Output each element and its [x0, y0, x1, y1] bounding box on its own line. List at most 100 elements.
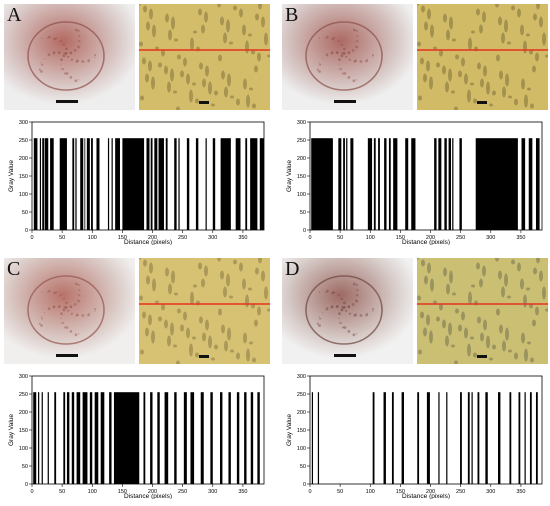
x-axis-label: Distance (pixels) — [402, 493, 450, 499]
gray-value-profile-chart: 0 50 100 150 200 250 300 0 50 100 150 200 250 300 350 D… — [282, 370, 548, 500]
panel-letter: D — [285, 258, 300, 280]
profile-segment — [47, 392, 49, 484]
scale-bar — [56, 100, 78, 103]
profile-segment — [150, 138, 153, 230]
y-tick-label: 300 — [19, 120, 28, 126]
panel-b: B 0 50 100 150 200 250 300 0 50 100 150 200 250 300 350… — [282, 4, 548, 246]
x-tick-label: 250 — [456, 489, 465, 495]
profile-segment — [372, 392, 375, 484]
profile-segment — [529, 392, 532, 484]
profile-segment — [76, 392, 81, 484]
gray-value-profile-chart: 0 50 100 150 200 250 300 0 50 100 150 200 250 300 350 D… — [4, 370, 270, 500]
profile-segment — [178, 138, 180, 230]
y-tick-label: 150 — [297, 174, 306, 180]
profile-segment — [75, 138, 77, 230]
y-axis-label: Gray Value — [8, 160, 15, 192]
x-tick-label: 0 — [308, 235, 311, 241]
scale-bar — [334, 354, 356, 357]
profile-segment — [311, 138, 333, 230]
profile-segment — [190, 392, 195, 484]
x-tick-label: 50 — [59, 235, 65, 241]
porous-section-photo — [417, 4, 548, 110]
profile-segment — [107, 138, 110, 230]
y-tick-label: 150 — [19, 428, 28, 434]
y-tick-label: 0 — [25, 228, 28, 234]
profile-segment — [383, 392, 386, 484]
profile-segment — [535, 392, 538, 484]
x-tick-label: 200 — [426, 235, 435, 241]
y-tick-label: 0 — [303, 482, 306, 488]
profile-segment — [174, 138, 177, 230]
profile-segment — [235, 138, 241, 230]
profile-segment — [518, 392, 521, 484]
profile-segment — [467, 392, 470, 484]
scale-bar — [477, 355, 487, 358]
x-tick-label: 0 — [308, 489, 311, 495]
profile-segment — [471, 392, 473, 484]
y-tick-label: 200 — [19, 410, 28, 416]
x-axis-label: Distance (pixels) — [124, 239, 172, 245]
scale-bar — [334, 100, 356, 103]
profile-segment — [59, 138, 67, 230]
scale-bar — [477, 101, 487, 104]
profile-segment — [250, 392, 254, 484]
profile-segment — [498, 392, 501, 484]
y-tick-label: 300 — [297, 374, 306, 380]
profile-segment — [426, 392, 430, 484]
profile-segment — [50, 138, 54, 230]
y-tick-label: 100 — [297, 192, 306, 198]
profile-segment — [63, 392, 66, 484]
profile-segment — [311, 392, 314, 484]
profile-segment — [89, 392, 93, 484]
profile-segment — [438, 138, 442, 230]
profile-segment — [521, 138, 526, 230]
profile-segment — [250, 138, 258, 230]
profile-segment — [477, 392, 480, 484]
x-tick-label: 300 — [486, 489, 495, 495]
profile-segment — [71, 392, 75, 484]
profile-segment — [417, 392, 420, 484]
profile-segment — [535, 138, 540, 230]
y-tick-label: 0 — [303, 228, 306, 234]
y-tick-label: 50 — [300, 464, 306, 470]
profile-segment — [91, 138, 93, 230]
profile-segment — [150, 392, 153, 484]
profile-segment — [444, 138, 447, 230]
profile-segment — [346, 138, 348, 230]
x-tick-label: 0 — [30, 489, 33, 495]
x-tick-label: 150 — [396, 489, 405, 495]
profile-segment — [66, 392, 70, 484]
profile-segment — [401, 392, 404, 484]
profile-segment — [186, 138, 190, 230]
crater-photo — [282, 4, 413, 110]
profile-segment — [42, 138, 45, 230]
x-tick-label: 300 — [486, 235, 495, 241]
gray-value-profile-chart: 0 50 100 150 200 250 300 0 50 100 150 200 250 300 350 D… — [4, 116, 270, 246]
y-tick-label: 100 — [19, 446, 28, 452]
panel-letter: C — [7, 258, 21, 280]
y-tick-label: 200 — [297, 410, 306, 416]
y-tick-label: 100 — [297, 446, 306, 452]
y-tick-label: 50 — [300, 210, 306, 216]
profile-segment — [195, 138, 199, 230]
crater-photo — [4, 258, 135, 364]
profile-segment — [317, 392, 320, 484]
porous-section-photo — [139, 258, 270, 364]
profile-segment — [350, 138, 354, 230]
porous-section-photo — [139, 4, 270, 110]
profile-segment — [113, 392, 140, 484]
profile-segment — [115, 138, 120, 230]
profile-segment — [475, 138, 518, 230]
x-tick-label: 50 — [337, 489, 343, 495]
x-tick-label: 250 — [456, 235, 465, 241]
profile-segment — [157, 392, 160, 484]
y-axis-label: Gray Value — [286, 414, 293, 446]
x-tick-label: 150 — [118, 235, 127, 241]
profile-segment — [80, 138, 84, 230]
profile-segment — [205, 138, 207, 230]
x-tick-label: 150 — [396, 235, 405, 241]
profile-segment — [111, 138, 113, 230]
profile-segment — [524, 392, 526, 484]
y-tick-label: 300 — [19, 374, 28, 380]
profile-segment — [183, 392, 187, 484]
